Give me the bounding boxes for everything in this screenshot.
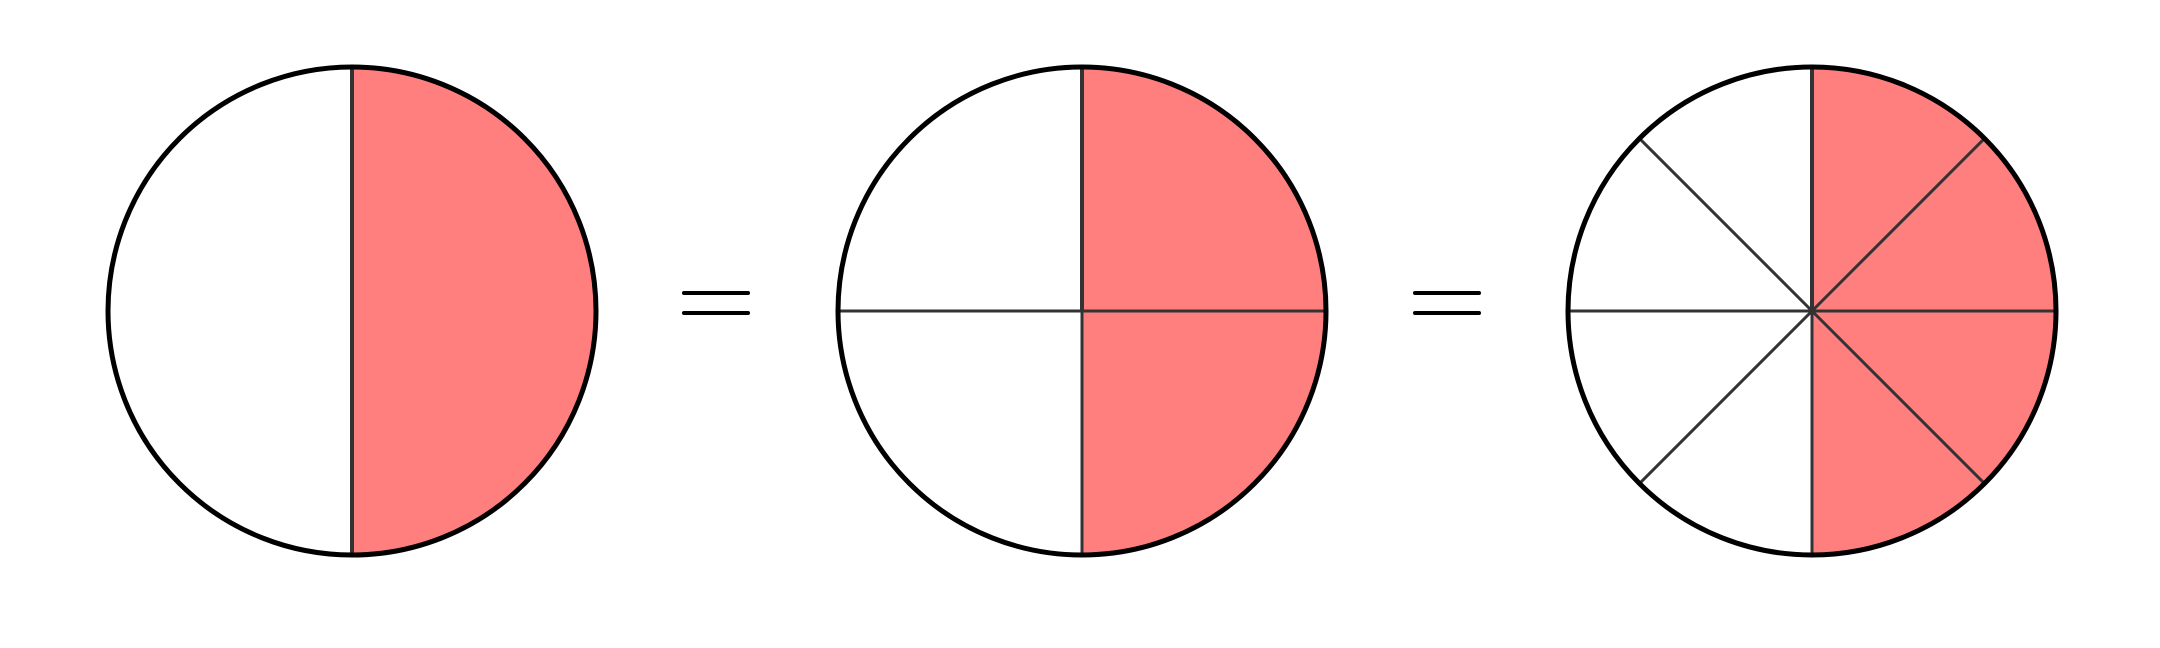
unshaded-sector bbox=[1639, 311, 1812, 555]
fraction-circles bbox=[105, 64, 2059, 558]
shaded-sector bbox=[1812, 67, 1985, 311]
divider-line bbox=[1638, 137, 1814, 313]
divider-line bbox=[1810, 309, 1986, 485]
circle-outline bbox=[105, 64, 599, 558]
shaded-sector bbox=[1812, 138, 2056, 311]
shaded-sector bbox=[1812, 311, 2056, 484]
equals-sign-2 bbox=[1413, 291, 1481, 315]
equals-signs bbox=[682, 291, 1481, 315]
quarters-circle bbox=[835, 64, 1329, 558]
circle-outline bbox=[835, 64, 1329, 558]
equals-sign-1 bbox=[682, 291, 750, 315]
shaded-sector bbox=[352, 67, 596, 555]
circle-outline bbox=[1565, 64, 2059, 558]
unshaded-sector bbox=[1639, 67, 1812, 311]
unshaded-sector bbox=[838, 67, 1082, 311]
unshaded-sector bbox=[1568, 138, 1812, 311]
unshaded-sector bbox=[1568, 311, 1812, 484]
divider-line bbox=[1638, 309, 1814, 485]
eighths-circle bbox=[1565, 64, 2059, 558]
divider-line bbox=[1810, 137, 1986, 313]
unshaded-sector bbox=[108, 67, 352, 555]
unshaded-sector bbox=[838, 311, 1082, 555]
halves-circle bbox=[105, 64, 599, 558]
shaded-sector bbox=[1082, 311, 1326, 555]
shaded-sector bbox=[1812, 311, 1985, 555]
shaded-sector bbox=[1082, 67, 1326, 311]
